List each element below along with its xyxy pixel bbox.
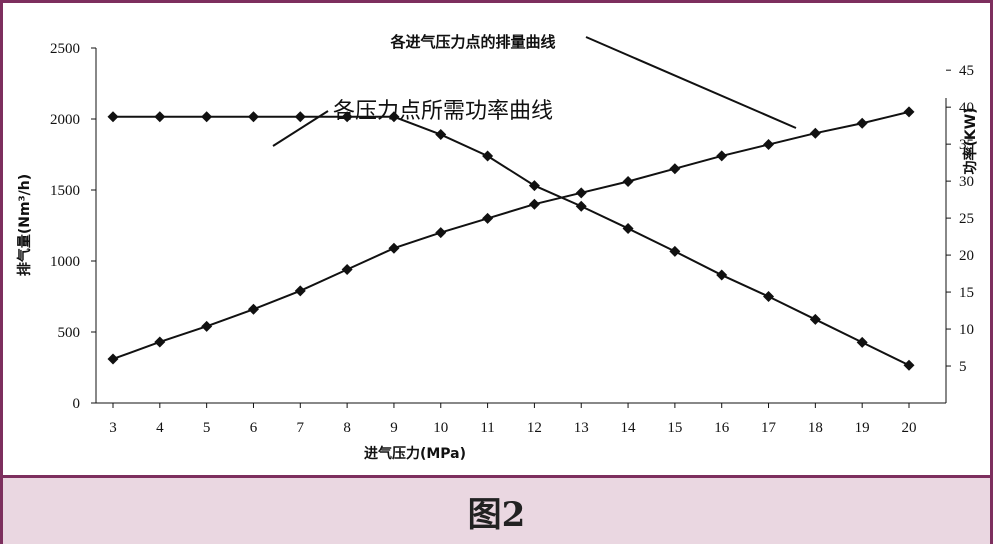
- power-point: [669, 245, 681, 257]
- displacement-point: [482, 212, 494, 224]
- annotations: [272, 36, 797, 147]
- power-point: [763, 291, 775, 302]
- displacement-point: [107, 353, 119, 365]
- displacement-point: [809, 127, 821, 139]
- power-curve-annotation: 各压力点所需功率曲线: [333, 99, 553, 124]
- power-point: [294, 111, 306, 123]
- dual-axis-line-chart: 3 4 5 6 7 8 9 10 11 12 13 14 15 16 17 18 19 2005001000150…: [16, 33, 979, 462]
- displacement-point: [763, 139, 775, 151]
- power-point: [528, 180, 540, 192]
- x-axis-title: 进气压力(MPa): [364, 445, 466, 462]
- power-point: [716, 269, 728, 281]
- y-tick-label: 2500: [50, 41, 80, 57]
- y2-tick-label: 45: [959, 63, 974, 79]
- displacement-point: [435, 227, 447, 239]
- y2-tick-label: 15: [959, 285, 974, 301]
- x-tick-label: 20: [902, 420, 917, 436]
- displacement-point: [622, 175, 634, 187]
- x-tick-label: 16: [714, 420, 730, 436]
- x-tick-label: 11: [480, 420, 494, 436]
- power-point: [107, 111, 119, 123]
- y2-axis-title: 功率(KW): [962, 107, 979, 174]
- power-point: [435, 129, 447, 141]
- displacement-point: [856, 117, 868, 129]
- x-tick-label: 14: [621, 420, 637, 436]
- x-tick-label: 19: [855, 420, 870, 436]
- x-tick-label: 13: [574, 420, 589, 436]
- x-tick-label: 12: [527, 420, 542, 436]
- power-series-line: [113, 115, 910, 367]
- y2-tick-label: 30: [959, 174, 974, 190]
- power-point: [482, 150, 494, 162]
- x-tick-label: 18: [808, 420, 823, 436]
- chart-area: 3 4 5 6 7 8 9 10 11 12 13 14 15 16 17 18 19 20 0 500 1000 150…: [3, 3, 990, 474]
- y-tick-label: 500: [58, 325, 81, 341]
- displacement-point: [903, 106, 915, 118]
- y2-tick-label: 10: [959, 322, 974, 338]
- power-point: [154, 111, 166, 123]
- caption-bar: 图2: [3, 475, 990, 544]
- power-point: [341, 111, 353, 123]
- x-tick-label: 6: [250, 420, 258, 436]
- x-tick-label: 9: [390, 420, 398, 436]
- x-tick-label: 10: [433, 420, 448, 436]
- displacement-point: [716, 150, 728, 162]
- x-tick-label: 5: [203, 420, 211, 436]
- y2-tick-label: 25: [959, 211, 974, 227]
- power-point: [201, 111, 213, 123]
- x-tick-label: 4: [156, 420, 164, 436]
- displacement-point: [575, 187, 587, 199]
- displacement-curve-annotation: 各进气压力点的排量曲线: [389, 33, 555, 51]
- y-tick-label: 1000: [50, 254, 80, 270]
- power-point: [809, 313, 821, 325]
- y-tick-label: 2000: [50, 112, 80, 128]
- displacement-point: [341, 264, 353, 276]
- power-leader-line: [272, 110, 329, 147]
- displacement-point: [154, 336, 166, 348]
- power-point: [388, 111, 400, 123]
- displacement-point: [201, 320, 213, 332]
- figure-caption: 图2: [467, 494, 526, 535]
- power-point: [575, 200, 587, 212]
- y2-tick-label: 20: [959, 248, 974, 264]
- y-axis-title: 排气量(Nm³/h): [16, 174, 33, 276]
- power-point: [903, 359, 915, 371]
- x-tick-label: 7: [297, 420, 305, 436]
- power-point: [856, 336, 868, 348]
- y-tick-label: 1500: [50, 183, 80, 199]
- x-tick-label: 17: [761, 420, 777, 436]
- power-point: [622, 222, 634, 234]
- displacement-point: [528, 198, 540, 210]
- y2-tick-label: 40: [959, 100, 974, 116]
- x-tick-label: 15: [667, 420, 682, 436]
- displacement-series-line: [112, 110, 910, 360]
- displacement-point: [388, 242, 400, 254]
- x-tick-label: 8: [343, 420, 351, 436]
- displacement-point: [247, 303, 259, 315]
- series-lines: [112, 110, 910, 367]
- tick-labels: 3 4 5 6 7 8 9 10 11 12 13 14 15 16 17 18 19 2005001000150…: [50, 41, 974, 436]
- displacement-leader-line: [585, 36, 797, 129]
- axes: [91, 47, 951, 408]
- displacement-point: [669, 163, 681, 175]
- data-markers: [107, 106, 915, 371]
- y-tick-label: 0: [73, 396, 81, 412]
- power-point: [247, 111, 259, 123]
- displacement-point: [294, 285, 306, 297]
- y2-tick-label: 35: [959, 137, 974, 153]
- x-tick-label: 3: [109, 420, 117, 436]
- y2-tick-label: 5: [959, 359, 967, 375]
